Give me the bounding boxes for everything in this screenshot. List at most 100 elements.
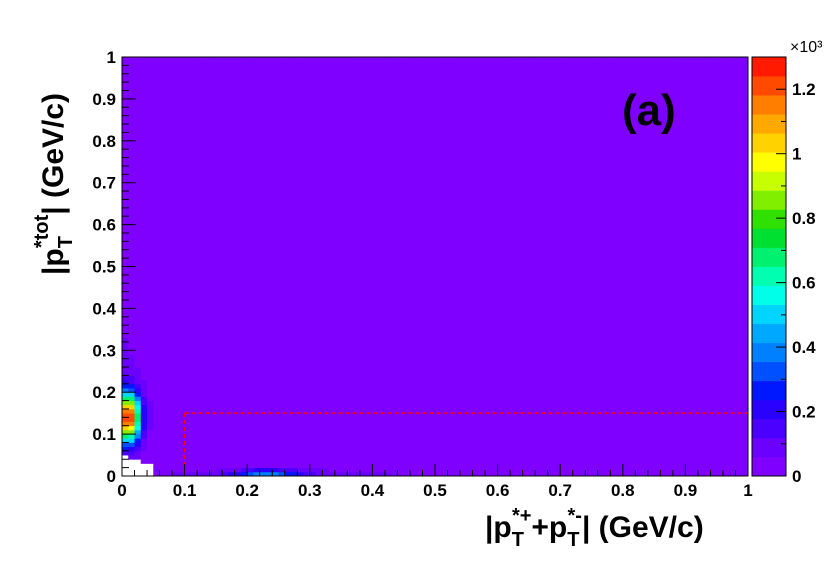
heatmap-cell [265, 413, 273, 418]
heatmap-cell [384, 434, 392, 439]
heatmap-cell [547, 329, 555, 334]
heatmap-cell [347, 371, 355, 376]
heatmap-cell [209, 392, 217, 397]
heatmap-cell [122, 320, 129, 326]
heatmap-cell [309, 316, 317, 322]
heatmap-cell [672, 333, 680, 339]
heatmap-cell [384, 467, 392, 473]
heatmap-cell [578, 333, 586, 339]
heatmap-cell [516, 404, 524, 410]
heatmap-cell [328, 333, 336, 339]
heatmap-cell [259, 312, 267, 318]
heatmap-cell [422, 300, 430, 305]
heatmap-cell [190, 367, 198, 372]
heatmap-cell [128, 270, 135, 276]
heatmap-cell [741, 417, 749, 422]
heatmap-cell [660, 312, 668, 318]
heatmap-cell [729, 375, 736, 381]
heatmap-cell [654, 337, 661, 343]
heatmap-cell [409, 312, 417, 318]
heatmap-cell [691, 367, 699, 372]
heatmap-cell [503, 367, 511, 372]
heatmap-cell [685, 421, 693, 427]
heatmap-cell [303, 287, 311, 293]
heatmap-cell [572, 325, 580, 330]
heatmap-cell [553, 446, 561, 452]
heatmap-cell [485, 329, 492, 334]
heatmap-cell [447, 425, 455, 431]
heatmap-cell [197, 408, 204, 414]
heatmap-cell [541, 396, 549, 401]
heatmap-cell [122, 279, 129, 284]
heatmap-cell [303, 341, 311, 347]
heatmap-cell [591, 379, 599, 385]
heatmap-cell [391, 341, 398, 347]
heatmap-cell [322, 316, 329, 322]
heatmap-cell [197, 467, 204, 473]
heatmap-cell [222, 467, 229, 473]
heatmap-cell [560, 459, 567, 464]
heatmap-cell [697, 392, 705, 397]
heatmap-cell [378, 362, 386, 368]
heatmap-cell [710, 396, 718, 401]
heatmap-cell [172, 434, 179, 439]
heatmap-cell [453, 421, 461, 427]
heatmap-cell [328, 274, 336, 280]
heatmap-cell [447, 308, 455, 313]
heatmap-cell [697, 463, 705, 469]
heatmap-cell [547, 266, 555, 272]
heatmap-cell [334, 329, 342, 334]
heatmap-cell [328, 354, 336, 360]
heatmap-cell [460, 408, 467, 414]
heatmap-cell [284, 413, 292, 418]
heatmap-cell [635, 308, 642, 313]
heatmap-cell [378, 463, 386, 469]
heatmap-cell [629, 467, 636, 473]
heatmap-cell [190, 446, 198, 452]
heatmap-cell [585, 333, 592, 339]
heatmap-cell [278, 354, 286, 360]
heatmap-cell [428, 455, 436, 460]
heatmap-cell [578, 346, 586, 351]
heatmap-cell [710, 388, 718, 393]
heatmap-cell [516, 270, 524, 276]
heatmap-cell [178, 463, 185, 469]
heatmap-cell [604, 367, 611, 372]
heatmap-cell [359, 350, 367, 355]
heatmap-cell [184, 459, 192, 464]
heatmap-cell [228, 333, 236, 339]
heatmap-cell [259, 434, 267, 439]
heatmap-cell [366, 442, 373, 448]
heatmap-cell [140, 450, 148, 456]
heatmap-cell [672, 379, 680, 385]
heatmap-cell [215, 274, 223, 280]
heatmap-cell [597, 341, 605, 347]
heatmap-cell [497, 455, 505, 460]
heatmap-cell [359, 471, 367, 477]
heatmap-cell [197, 320, 204, 326]
heatmap-cell [422, 274, 430, 280]
heatmap-cell [604, 358, 611, 364]
heatmap-cell [134, 304, 142, 309]
heatmap-cell [366, 354, 373, 360]
heatmap-cell [741, 450, 749, 456]
heatmap-cell [197, 379, 204, 385]
heatmap-cell [560, 388, 567, 393]
heatmap-cell [704, 274, 711, 280]
heatmap-cell [128, 354, 135, 360]
heatmap-cell [654, 429, 661, 435]
heatmap-cell [259, 396, 267, 401]
heatmap-cell [334, 270, 342, 276]
heatmap-cell [391, 446, 398, 452]
heatmap-cell [403, 408, 411, 414]
heatmap-cell [597, 367, 605, 372]
heatmap-cell [697, 396, 705, 401]
heatmap-cell [585, 417, 592, 422]
heatmap-cell [572, 333, 580, 339]
heatmap-cell [591, 316, 599, 322]
heatmap-cell [710, 291, 718, 297]
heatmap-cell [134, 283, 142, 288]
heatmap-cell [460, 388, 467, 393]
heatmap-cell [322, 308, 329, 313]
heatmap-cell [159, 358, 167, 364]
